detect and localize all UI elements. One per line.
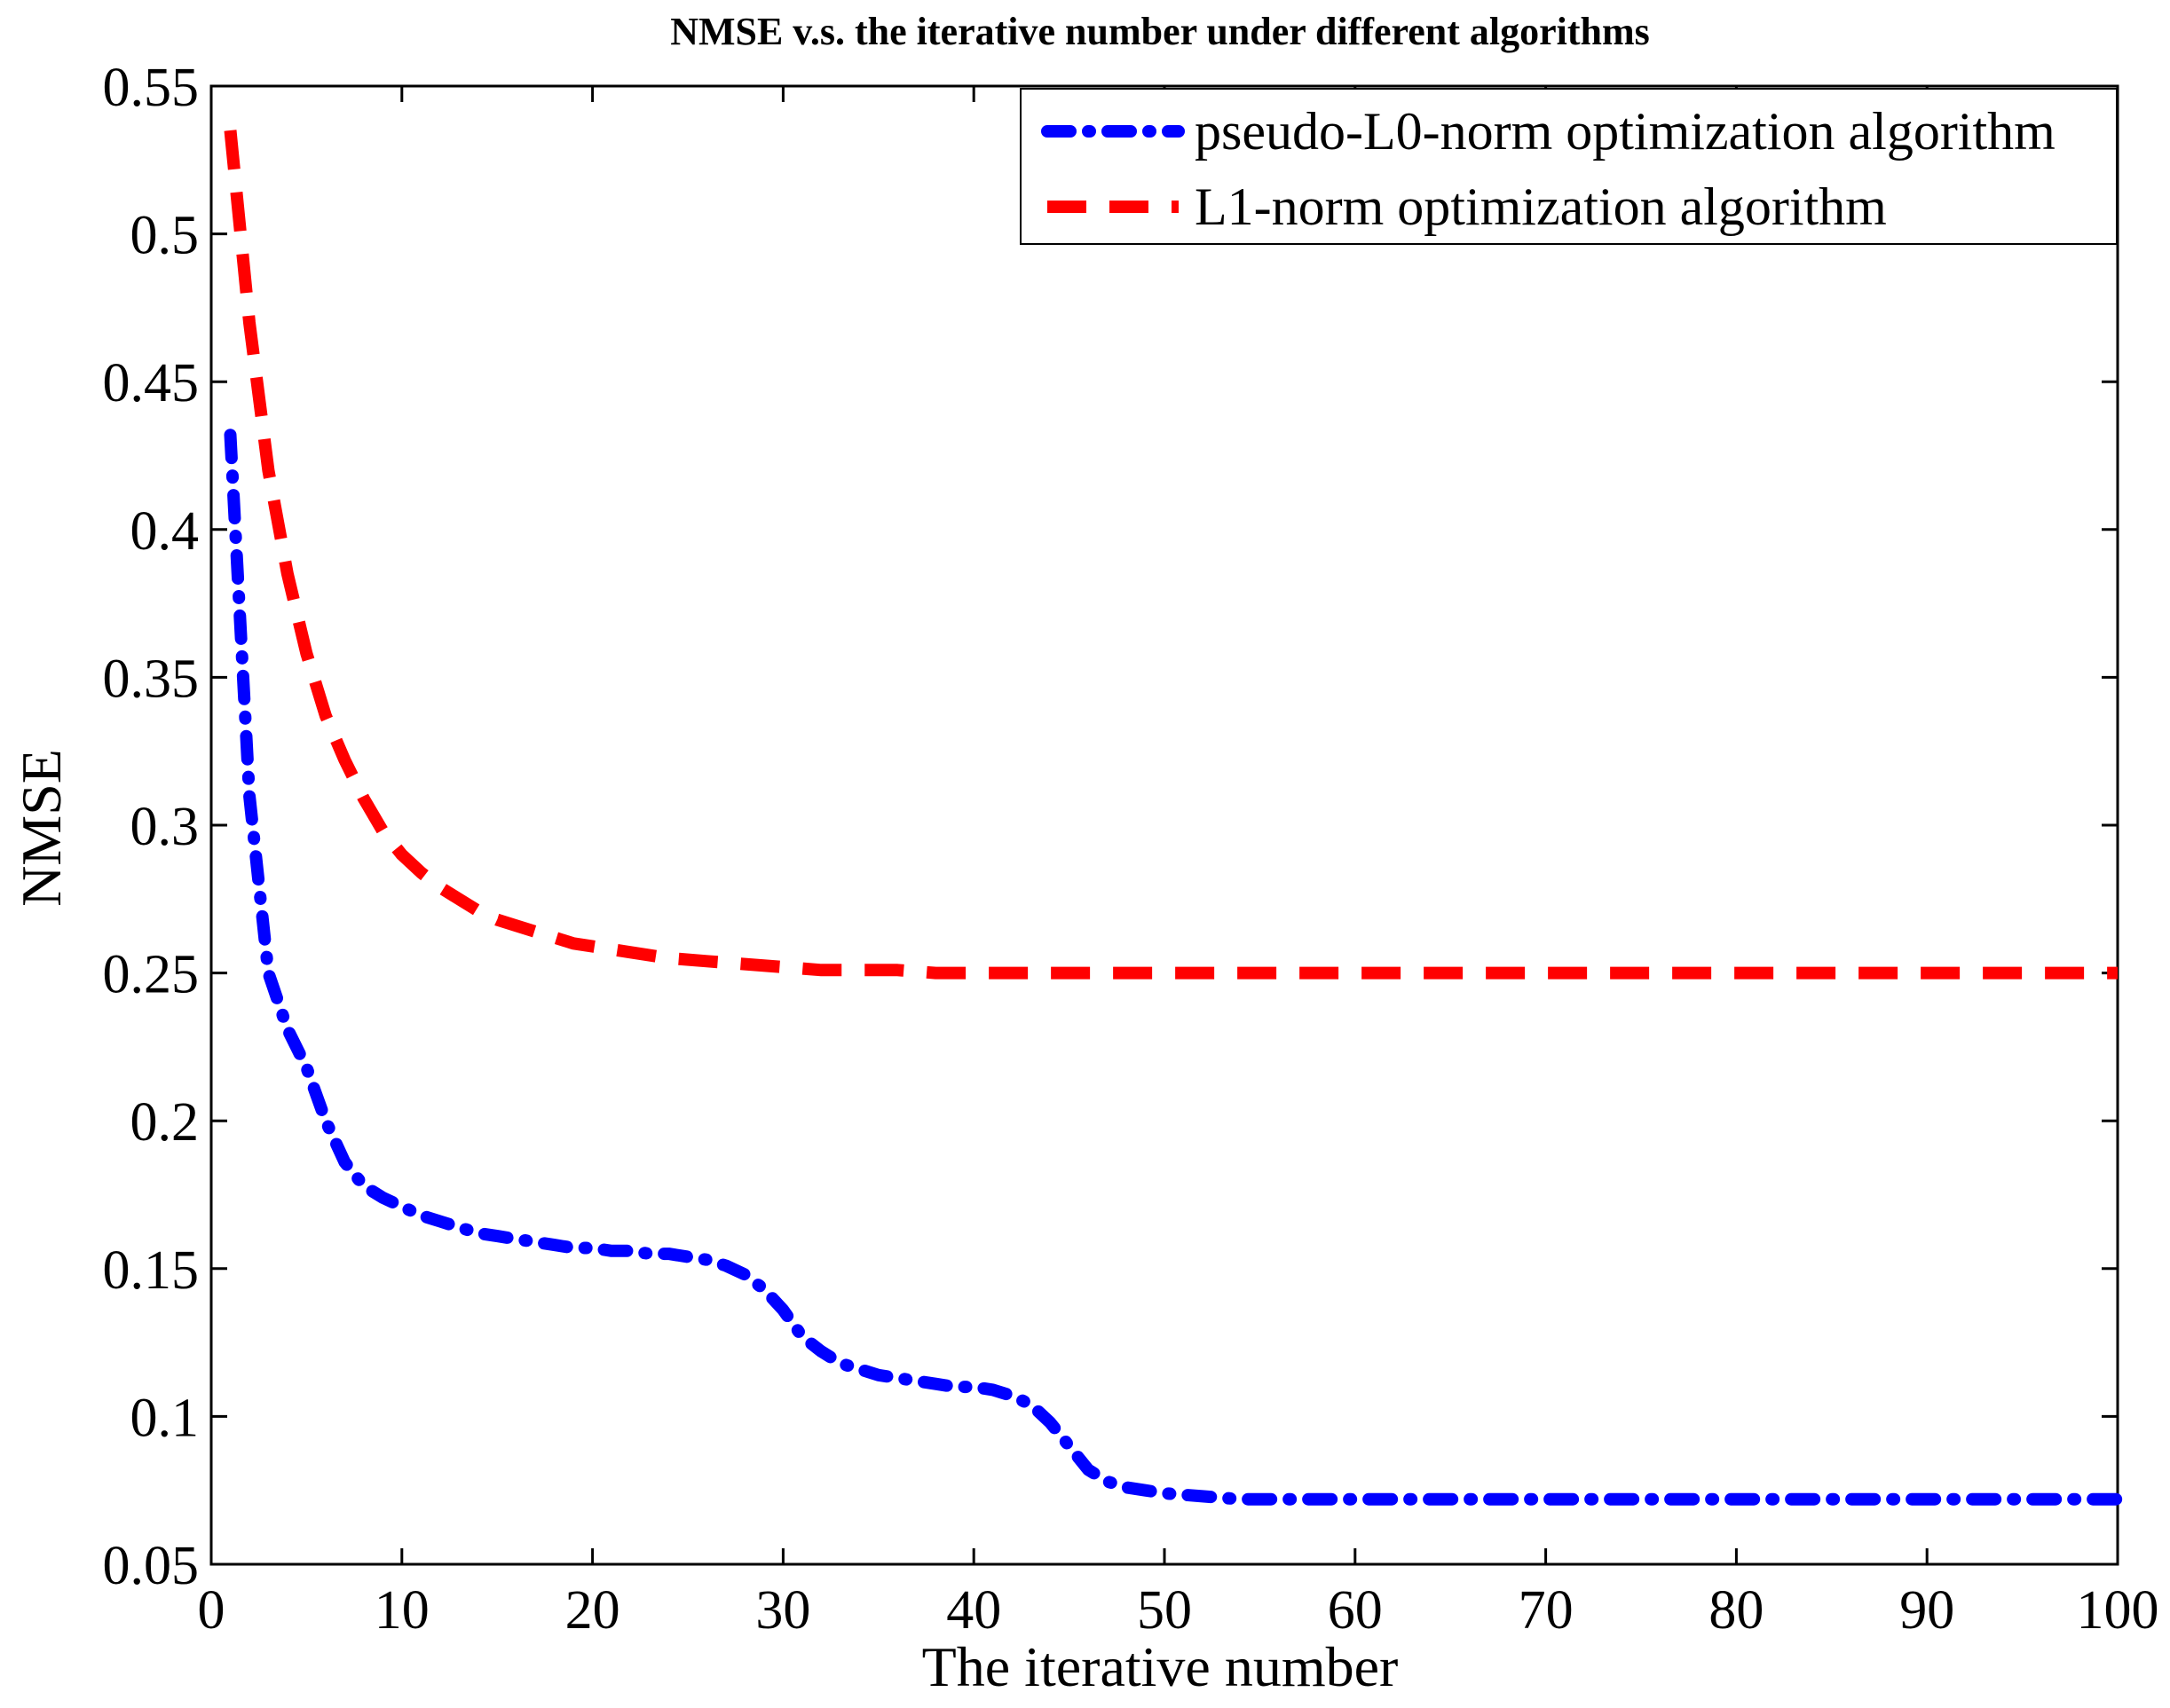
series-line-1: [224, 130, 2118, 980]
x-tick-label-60: 60: [1328, 1580, 1383, 1641]
y-tick-label-0.25: 0.25: [103, 945, 200, 1005]
y-tick-label-0.55: 0.55: [103, 58, 200, 118]
x-tick-label-0: 0: [198, 1580, 225, 1641]
chart-title: NMSE v.s. the iterative number under dif…: [670, 10, 1650, 53]
x-tick-label-80: 80: [1708, 1580, 1764, 1641]
y-tick-label-0.3: 0.3: [130, 797, 200, 857]
y-tick-label-0.5: 0.5: [130, 206, 200, 266]
legend: pseudo-L0-norm optimization algorithm L1…: [1020, 88, 2118, 245]
x-tick-label-30: 30: [755, 1580, 810, 1641]
legend-label-l1: L1-norm optimization algorithm: [1195, 177, 1887, 236]
x-tick-label-90: 90: [1899, 1580, 1954, 1641]
series-line-0: [224, 429, 2124, 1506]
x-axis-tick-labels: 0 10 20 30 40 50 60 70 80 90 100: [198, 1580, 2159, 1641]
series-lines: [224, 130, 2124, 1506]
x-tick-label-40: 40: [946, 1580, 1001, 1641]
x-axis-label: The iterative number: [922, 1635, 1399, 1698]
y-tick-label-0.05: 0.05: [103, 1536, 200, 1596]
y-tick-label-0.1: 0.1: [130, 1388, 200, 1448]
x-tick-label-70: 70: [1519, 1580, 1574, 1641]
x-tick-label-50: 50: [1137, 1580, 1192, 1641]
legend-box: [1020, 88, 2118, 245]
plot-area: [209, 84, 2119, 1566]
legend-label-pseudo-l0: pseudo-L0-norm optimization algorithm: [1195, 102, 2056, 161]
x-tick-label-10: 10: [375, 1580, 430, 1641]
x-tick-label-100: 100: [2077, 1580, 2159, 1641]
y-tick-label-0.2: 0.2: [130, 1092, 200, 1153]
y-tick-label-0.45: 0.45: [103, 353, 200, 413]
x-tick-label-20: 20: [565, 1580, 620, 1641]
y-axis-tick-labels: 0.05 0.1 0.15 0.2 0.25 0.3 0.35 0.4 0.45 0.5 0.55: [103, 58, 200, 1596]
y-tick-label-0.15: 0.15: [103, 1240, 200, 1301]
y-axis-label: NMSE: [10, 749, 73, 907]
y-tick-label-0.4: 0.4: [130, 501, 200, 562]
y-tick-label-0.35: 0.35: [103, 649, 200, 709]
